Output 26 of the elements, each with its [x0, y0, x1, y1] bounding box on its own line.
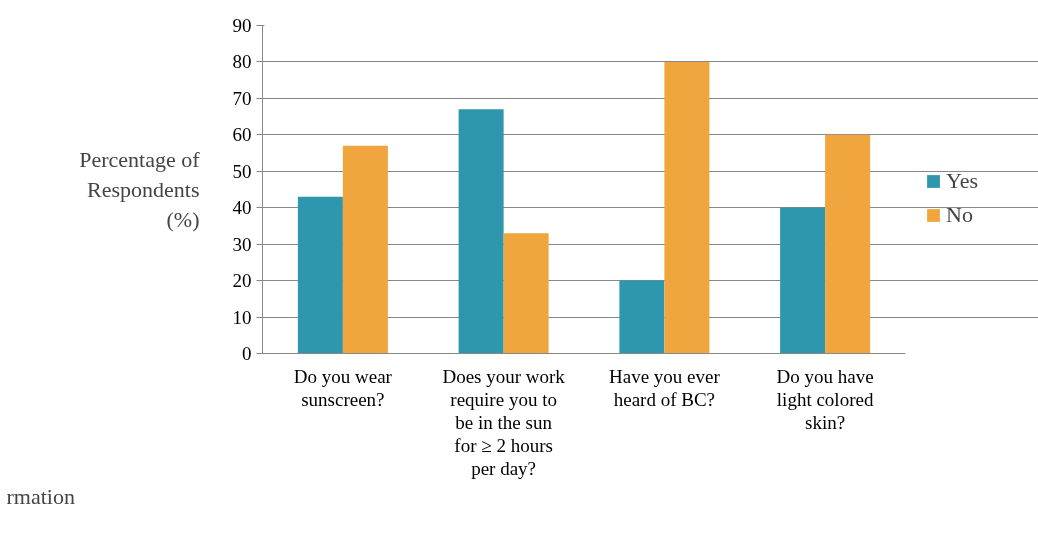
bar	[825, 134, 871, 354]
bar	[619, 280, 665, 354]
y-axis-title: Percentage of Respondents (%)	[79, 147, 201, 232]
text: rmation	[6, 483, 75, 509]
bar	[458, 109, 504, 354]
bar	[664, 61, 710, 354]
legend-label: No	[946, 202, 973, 228]
y-tick-label: 50	[232, 160, 252, 182]
x-tick-label: Have you ever heard of BC?	[608, 365, 721, 410]
bar	[503, 233, 549, 354]
y-tick-label: 90	[232, 15, 252, 36]
y-tick-label: 80	[232, 51, 252, 73]
x-tick-label: Does your work require you to be in the sun for ≥ 2 hours per day?	[442, 365, 566, 479]
bar	[297, 196, 343, 354]
y-tick-label: 0	[242, 343, 252, 364]
bar	[780, 207, 826, 354]
y-tick-label: 70	[232, 87, 252, 109]
bar	[342, 145, 388, 354]
y-tick-label: 30	[232, 233, 252, 255]
legend-label: Yes	[946, 168, 979, 194]
y-tick-label: 10	[232, 306, 252, 328]
y-tick-label: 40	[232, 197, 252, 219]
x-tick-label: Do you have light colored skin?	[776, 365, 874, 433]
y-tick-label: 60	[232, 124, 252, 146]
x-tick-label: Do you wear sunscreen?	[293, 365, 393, 410]
y-tick-label: 20	[232, 270, 252, 292]
